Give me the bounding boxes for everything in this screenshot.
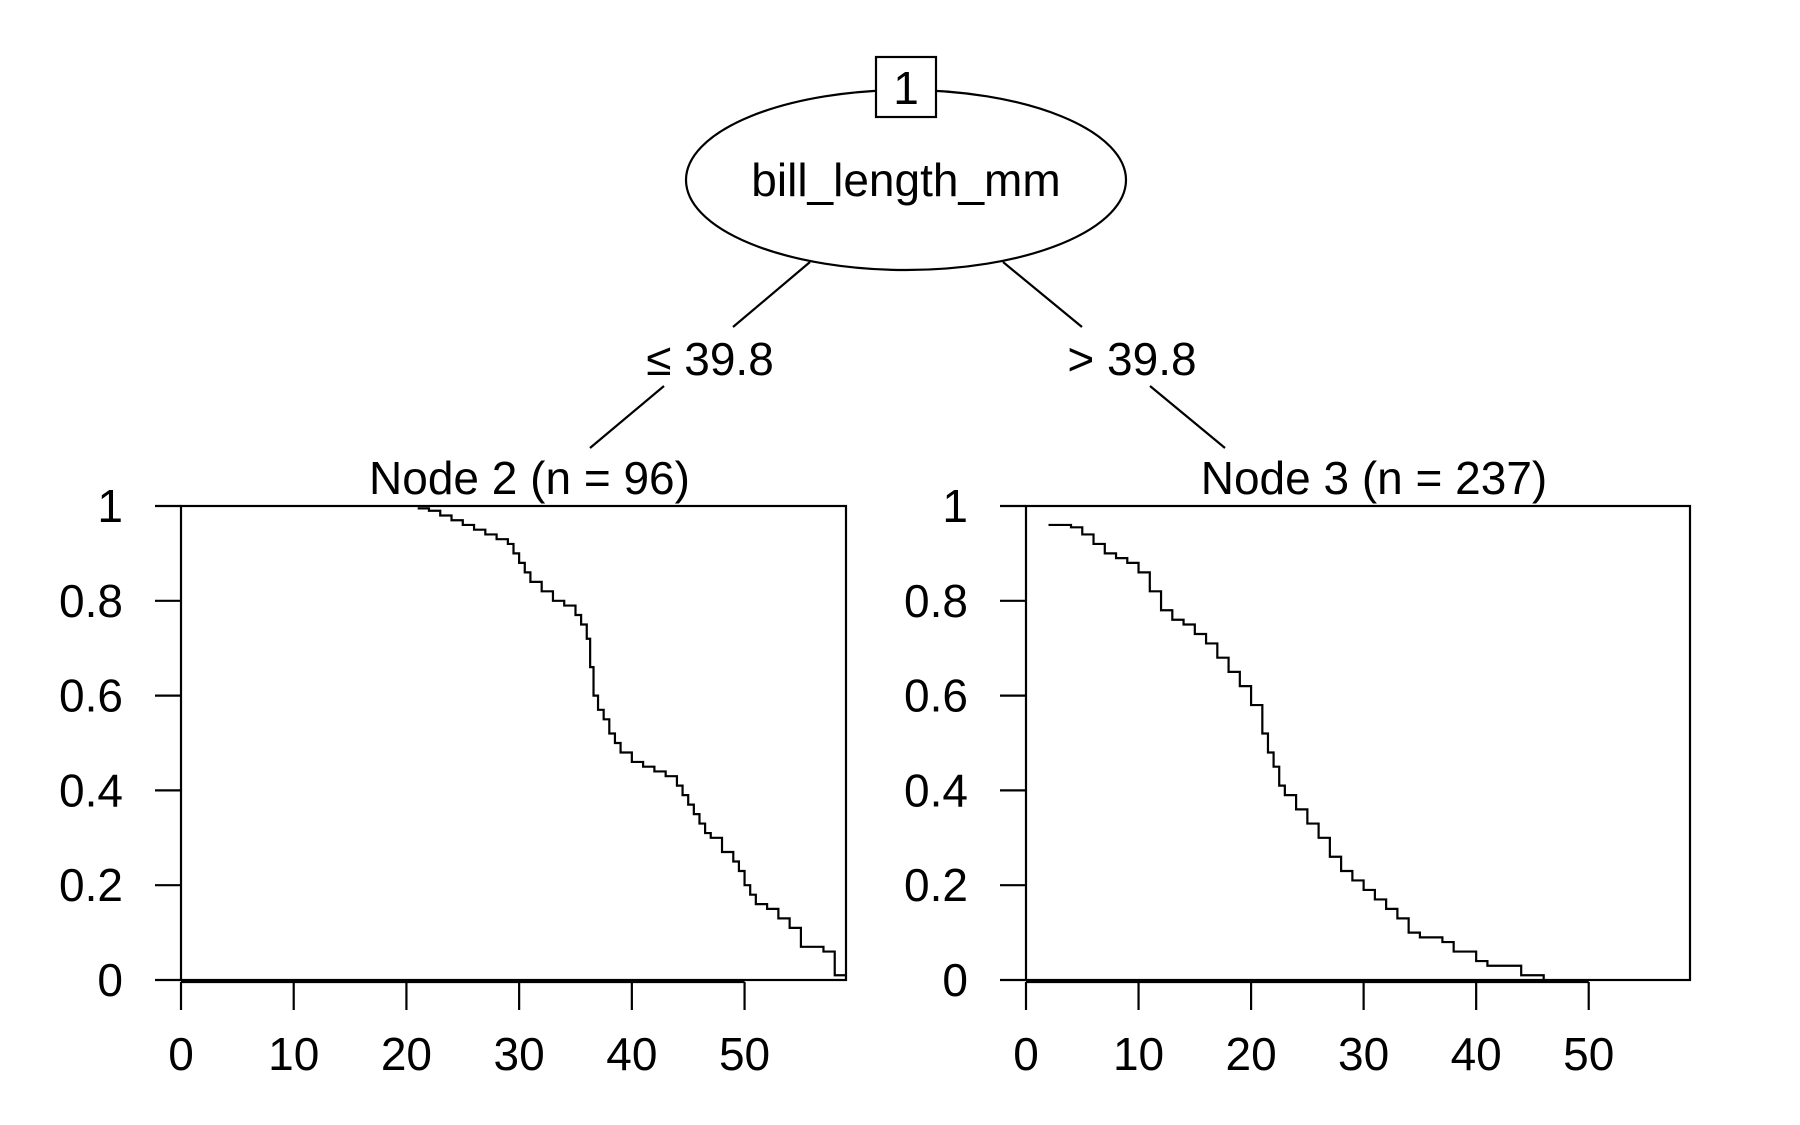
node-3-x-tick-label: 40: [1451, 1028, 1502, 1080]
node-2-x-tick-label: 10: [268, 1028, 319, 1080]
node-2-survival-curve: [417, 507, 846, 977]
node-3-plot-frame: [1024, 504, 1692, 982]
node-2-y-tick-label: 0: [97, 954, 123, 1006]
node-2-x-tick-label: 20: [381, 1028, 432, 1080]
node-2-x-tick-label: 0: [168, 1028, 194, 1080]
node-3-panel: Node 3 (n = 237)00.20.40.60.810 10 20 30 40 5…: [904, 452, 1692, 1080]
node-2-x-tick-label: 40: [606, 1028, 657, 1080]
edge-right-upper: [1002, 261, 1083, 328]
node-3-x-tick-label: 20: [1225, 1028, 1276, 1080]
node-3-y-tick-label: 1: [942, 480, 968, 532]
root-node: 1 bill_length_mm: [684, 55, 1128, 272]
node-3-x-tick-label: 10: [1113, 1028, 1164, 1080]
node-3-x-tick-label: 30: [1338, 1028, 1389, 1080]
node-2-x-tick-label: 50: [719, 1028, 770, 1080]
node-2-y-tick-label: 0.6: [59, 670, 123, 722]
node-3-y-tick-label: 0: [942, 954, 968, 1006]
node-3-x-tick-label: 0: [1013, 1028, 1039, 1080]
node-3-y-tick-label: 0.2: [904, 859, 968, 911]
root-node-id: 1: [893, 62, 919, 114]
node-3-y-tick-label: 0.8: [904, 575, 968, 627]
node-2-panel: Node 2 (n = 96)00.20.40.60.810 10 20 30 40 50: [59, 452, 848, 1080]
node-2-plot-frame: [179, 504, 848, 982]
node-2-title: Node 2 (n = 96): [369, 452, 690, 504]
node-3-y-tick-label: 0.4: [904, 764, 968, 816]
edge-label-right: > 39.8: [1067, 333, 1196, 385]
node-2-y-tick-label: 0.2: [59, 859, 123, 911]
node-3-x-tick-label: 50: [1563, 1028, 1614, 1080]
root-node-variable: bill_length_mm: [751, 154, 1060, 206]
node-2-y-tick-label: 0.8: [59, 575, 123, 627]
edge-left-upper: [732, 261, 811, 328]
node-3-survival-curve: [1048, 523, 1545, 980]
node-2-x-tick-label: 30: [494, 1028, 545, 1080]
node-3-title: Node 3 (n = 237): [1201, 452, 1548, 504]
tree-edges: [589, 261, 1226, 449]
node-3-y-tick-label: 0.6: [904, 670, 968, 722]
edge-right-lower: [1149, 385, 1226, 449]
edge-label-left: ≤ 39.8: [646, 333, 774, 385]
edge-left-lower: [589, 385, 665, 449]
root-node-id-box: [874, 55, 938, 119]
node-2-y-tick-label: 0.4: [59, 764, 123, 816]
node-2-y-tick-label: 1: [97, 480, 123, 532]
